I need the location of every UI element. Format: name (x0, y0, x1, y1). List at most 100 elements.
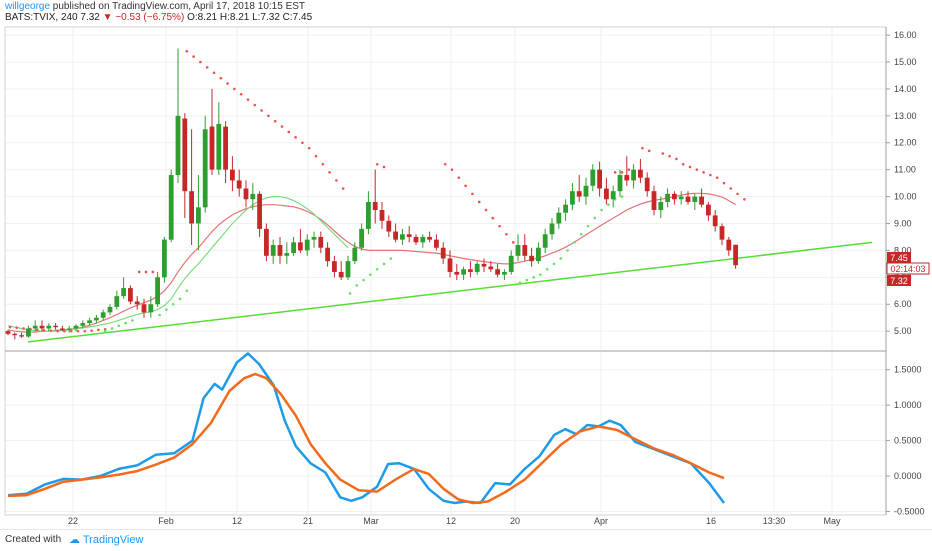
price-tick-label: 10.00 (894, 192, 917, 202)
candles (5, 48, 738, 340)
candle-body (502, 271, 507, 275)
candle-body (624, 175, 630, 181)
price-scale[interactable]: 16.00 15.00 14.00 13.00 12.00 11.00 10.00 9.00 8… (886, 30, 917, 336)
sar-dot-above (76, 329, 80, 333)
candle-body (712, 215, 718, 227)
down-arrow-icon: ▼ (102, 12, 113, 23)
candle-body (359, 228, 364, 248)
sar-dot-above (675, 157, 678, 161)
candle-body (617, 175, 623, 192)
candle-body (257, 193, 262, 229)
candle-body (304, 239, 310, 251)
candle-body (536, 247, 541, 262)
candle-body (549, 223, 555, 235)
osc-tick-label: 0.0000 (894, 471, 922, 481)
sar-dot-above (382, 165, 386, 169)
sar-dot-above (627, 168, 631, 171)
sar-dot-above (35, 328, 39, 332)
sar-dot-below (539, 273, 542, 276)
sar-dot-below (131, 319, 134, 322)
sar-dot-above (484, 208, 488, 212)
candle-body (447, 258, 453, 272)
candle-body (168, 175, 174, 240)
symbol-label[interactable]: BATS:TVIX, 240 (5, 12, 78, 23)
tradingview-logo[interactable]: ☁ TradingView (69, 533, 143, 546)
oscillator-scale[interactable]: 1.5000 1.0000 0.5000 0.0000 -0.5000 (886, 365, 925, 517)
sar-dot-below (165, 308, 168, 311)
time-tick-label: 13:30 (763, 516, 786, 526)
candle-body (26, 328, 31, 337)
price-tick-label: 13.00 (894, 111, 917, 121)
sar-dot-above (641, 146, 644, 150)
moving-averages (7, 192, 736, 333)
oscillator-lines (7, 352, 726, 505)
trendline (27, 241, 873, 343)
sar-dot-below (110, 327, 114, 330)
sar-dot-below (375, 267, 379, 271)
sar-dot-below (559, 257, 563, 260)
candle-body (488, 266, 494, 270)
sar-dot-above (688, 165, 692, 169)
sar-dot-above (620, 171, 624, 174)
sma-red-line (7, 192, 736, 333)
sar-dot-above (56, 329, 59, 333)
sar-dot-above (307, 146, 311, 150)
time-tick-label: 22 (68, 516, 78, 526)
candle-body (338, 271, 344, 278)
sar-dot-above (702, 171, 705, 174)
time-tick-label: 21 (303, 516, 313, 526)
candle-body (400, 234, 405, 240)
close-tag: 7.45 (890, 253, 908, 263)
candle-body (590, 169, 596, 186)
sar-dot-above (199, 60, 202, 64)
time-scale[interactable]: 22 Feb 12 21 Mar 12 20 Apr 16 13:30 May (68, 516, 841, 526)
candle-body (515, 245, 521, 256)
time-tick-label: 12 (446, 516, 456, 526)
close-tag-bg (887, 252, 911, 263)
sar-dot-above (22, 327, 25, 330)
candle-body (134, 301, 140, 305)
price-tags: 7.45 02:14:03 7.32 (886, 252, 930, 286)
candle-body (189, 191, 194, 224)
timer-tag: 02:14:03 (890, 264, 925, 274)
osc-tick-label: 1.0000 (894, 400, 922, 410)
candle-body (563, 204, 568, 213)
trading-chart[interactable]: 16.00 15.00 14.00 13.00 12.00 11.00 10.00 9.00 8… (0, 0, 932, 528)
time-tick-label: 12 (232, 516, 242, 526)
candle-body (325, 247, 330, 262)
sar-dot-above (90, 329, 93, 332)
candle-body (454, 271, 460, 275)
cloud-icon: ☁ (69, 534, 80, 546)
sar-dot-below (586, 224, 590, 228)
sar-dot-above (15, 326, 19, 329)
candle-body (440, 247, 446, 259)
sar-dot-below (600, 208, 603, 212)
sar-dot-below (579, 232, 583, 236)
candle-body (270, 245, 276, 256)
candle-body (631, 169, 636, 181)
sar-dot-above (471, 192, 474, 196)
sar-dot-above (661, 152, 665, 155)
sar-dot-above (49, 329, 53, 332)
sar-dot-above (681, 162, 685, 166)
sar-dot-above (743, 197, 746, 201)
sar-dot-below (566, 249, 569, 252)
sar-dot-above (301, 141, 304, 145)
candle-body (94, 317, 99, 321)
time-tick-label: Apr (594, 516, 608, 526)
candle-body (481, 263, 487, 267)
candle-body (468, 269, 473, 272)
osc-tick-label: 1.5000 (894, 365, 922, 375)
candle-body (345, 261, 351, 278)
price-tick-label: 11.00 (894, 165, 916, 175)
candle-body (597, 169, 602, 189)
candle-body (406, 234, 412, 237)
sar-dot-below (369, 273, 372, 276)
chart-header: willgeorge published on TradingView.com,… (0, 0, 932, 24)
author-link[interactable]: willgeorge (5, 1, 51, 12)
candle-body (277, 245, 283, 256)
sar-dot-below (518, 281, 522, 285)
sar-dot-above (328, 171, 331, 174)
sar-dot-above (273, 119, 277, 123)
candle-body (508, 255, 514, 272)
